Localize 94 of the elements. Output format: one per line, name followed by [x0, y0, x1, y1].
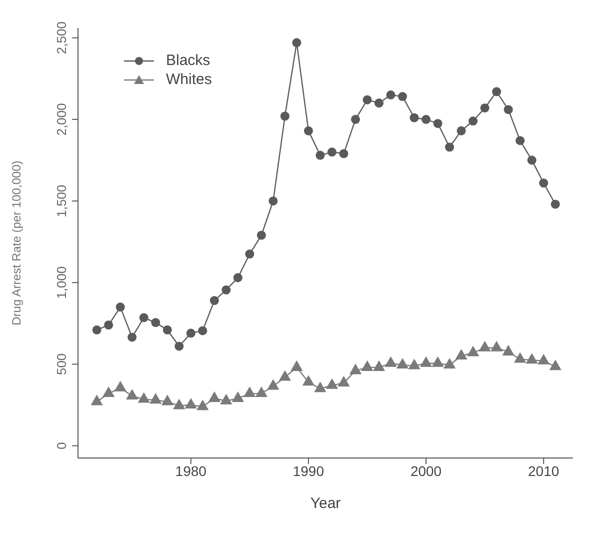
- point: [339, 149, 348, 158]
- x-tick-label: 2000: [410, 462, 442, 479]
- point: [220, 394, 232, 404]
- point: [302, 375, 315, 386]
- point: [445, 142, 454, 152]
- point: [433, 118, 442, 128]
- point: [196, 400, 209, 410]
- y-tick-label: 0: [54, 442, 69, 450]
- point: [150, 393, 162, 404]
- point: [256, 230, 266, 240]
- point: [398, 92, 408, 102]
- point: [538, 354, 550, 364]
- point: [151, 318, 160, 328]
- y-tick-label: 500: [54, 353, 69, 376]
- point: [502, 344, 514, 356]
- point: [443, 358, 456, 368]
- point: [245, 250, 254, 259]
- point: [362, 95, 372, 104]
- point: [526, 353, 538, 364]
- point: [222, 285, 231, 294]
- point: [480, 103, 490, 112]
- point: [314, 382, 326, 392]
- point: [104, 320, 114, 330]
- point: [268, 196, 278, 206]
- point: [549, 360, 562, 370]
- point: [432, 356, 444, 367]
- point: [232, 391, 244, 402]
- point: [374, 98, 384, 108]
- point: [126, 388, 138, 400]
- point: [128, 332, 137, 342]
- point: [386, 90, 396, 100]
- point: [456, 126, 466, 136]
- point: [408, 358, 420, 370]
- point: [326, 378, 338, 389]
- y-tick-label: 1,500: [54, 184, 69, 218]
- y-tick-label: 1,000: [54, 266, 69, 299]
- point: [161, 394, 174, 406]
- x-tick-label: 1980: [175, 462, 207, 479]
- point: [527, 156, 536, 165]
- point: [290, 360, 303, 371]
- point: [280, 112, 290, 121]
- point: [208, 391, 220, 402]
- point: [514, 352, 526, 363]
- point: [468, 116, 478, 126]
- point: [210, 296, 219, 306]
- point: [349, 364, 362, 374]
- point: [186, 328, 196, 338]
- point: [116, 302, 125, 312]
- point: [361, 360, 374, 371]
- y-axis-title: Drug Arrest Rate (per 100,000): [9, 160, 24, 326]
- point: [420, 356, 432, 367]
- point: [422, 114, 431, 124]
- point: [350, 114, 360, 124]
- point: [102, 386, 115, 398]
- point: [455, 348, 468, 360]
- point: [490, 340, 503, 352]
- point: [90, 394, 103, 406]
- y-tick-label: 2,000: [54, 103, 69, 136]
- point: [516, 136, 525, 146]
- point: [114, 380, 126, 392]
- point: [504, 105, 513, 114]
- point: [396, 358, 409, 368]
- point: [139, 313, 148, 322]
- legend-label: Blacks: [166, 52, 210, 69]
- point: [198, 326, 208, 336]
- point: [492, 87, 502, 96]
- point: [162, 325, 172, 334]
- point: [384, 356, 397, 367]
- y-tick-label: 2,500: [54, 22, 69, 54]
- point: [92, 325, 102, 334]
- point: [138, 392, 150, 403]
- point: [292, 38, 302, 48]
- point: [539, 178, 548, 188]
- point: [372, 360, 386, 371]
- x-tick-label: 2010: [528, 462, 560, 479]
- x-axis-title: Year: [310, 495, 341, 512]
- point: [466, 346, 480, 356]
- x-tick-label: 1990: [292, 462, 324, 479]
- point: [184, 398, 197, 408]
- point: [244, 386, 256, 398]
- point: [233, 273, 242, 282]
- point: [478, 340, 491, 352]
- point: [267, 379, 280, 390]
- point: [338, 376, 350, 386]
- point: [173, 398, 186, 410]
- point: [304, 126, 313, 136]
- point: [174, 342, 184, 351]
- legend-label: Whites: [166, 71, 212, 88]
- point: [410, 113, 419, 122]
- point: [550, 200, 560, 209]
- point: [255, 386, 268, 398]
- point: [278, 370, 292, 381]
- point: [316, 150, 325, 160]
- point: [327, 148, 336, 157]
